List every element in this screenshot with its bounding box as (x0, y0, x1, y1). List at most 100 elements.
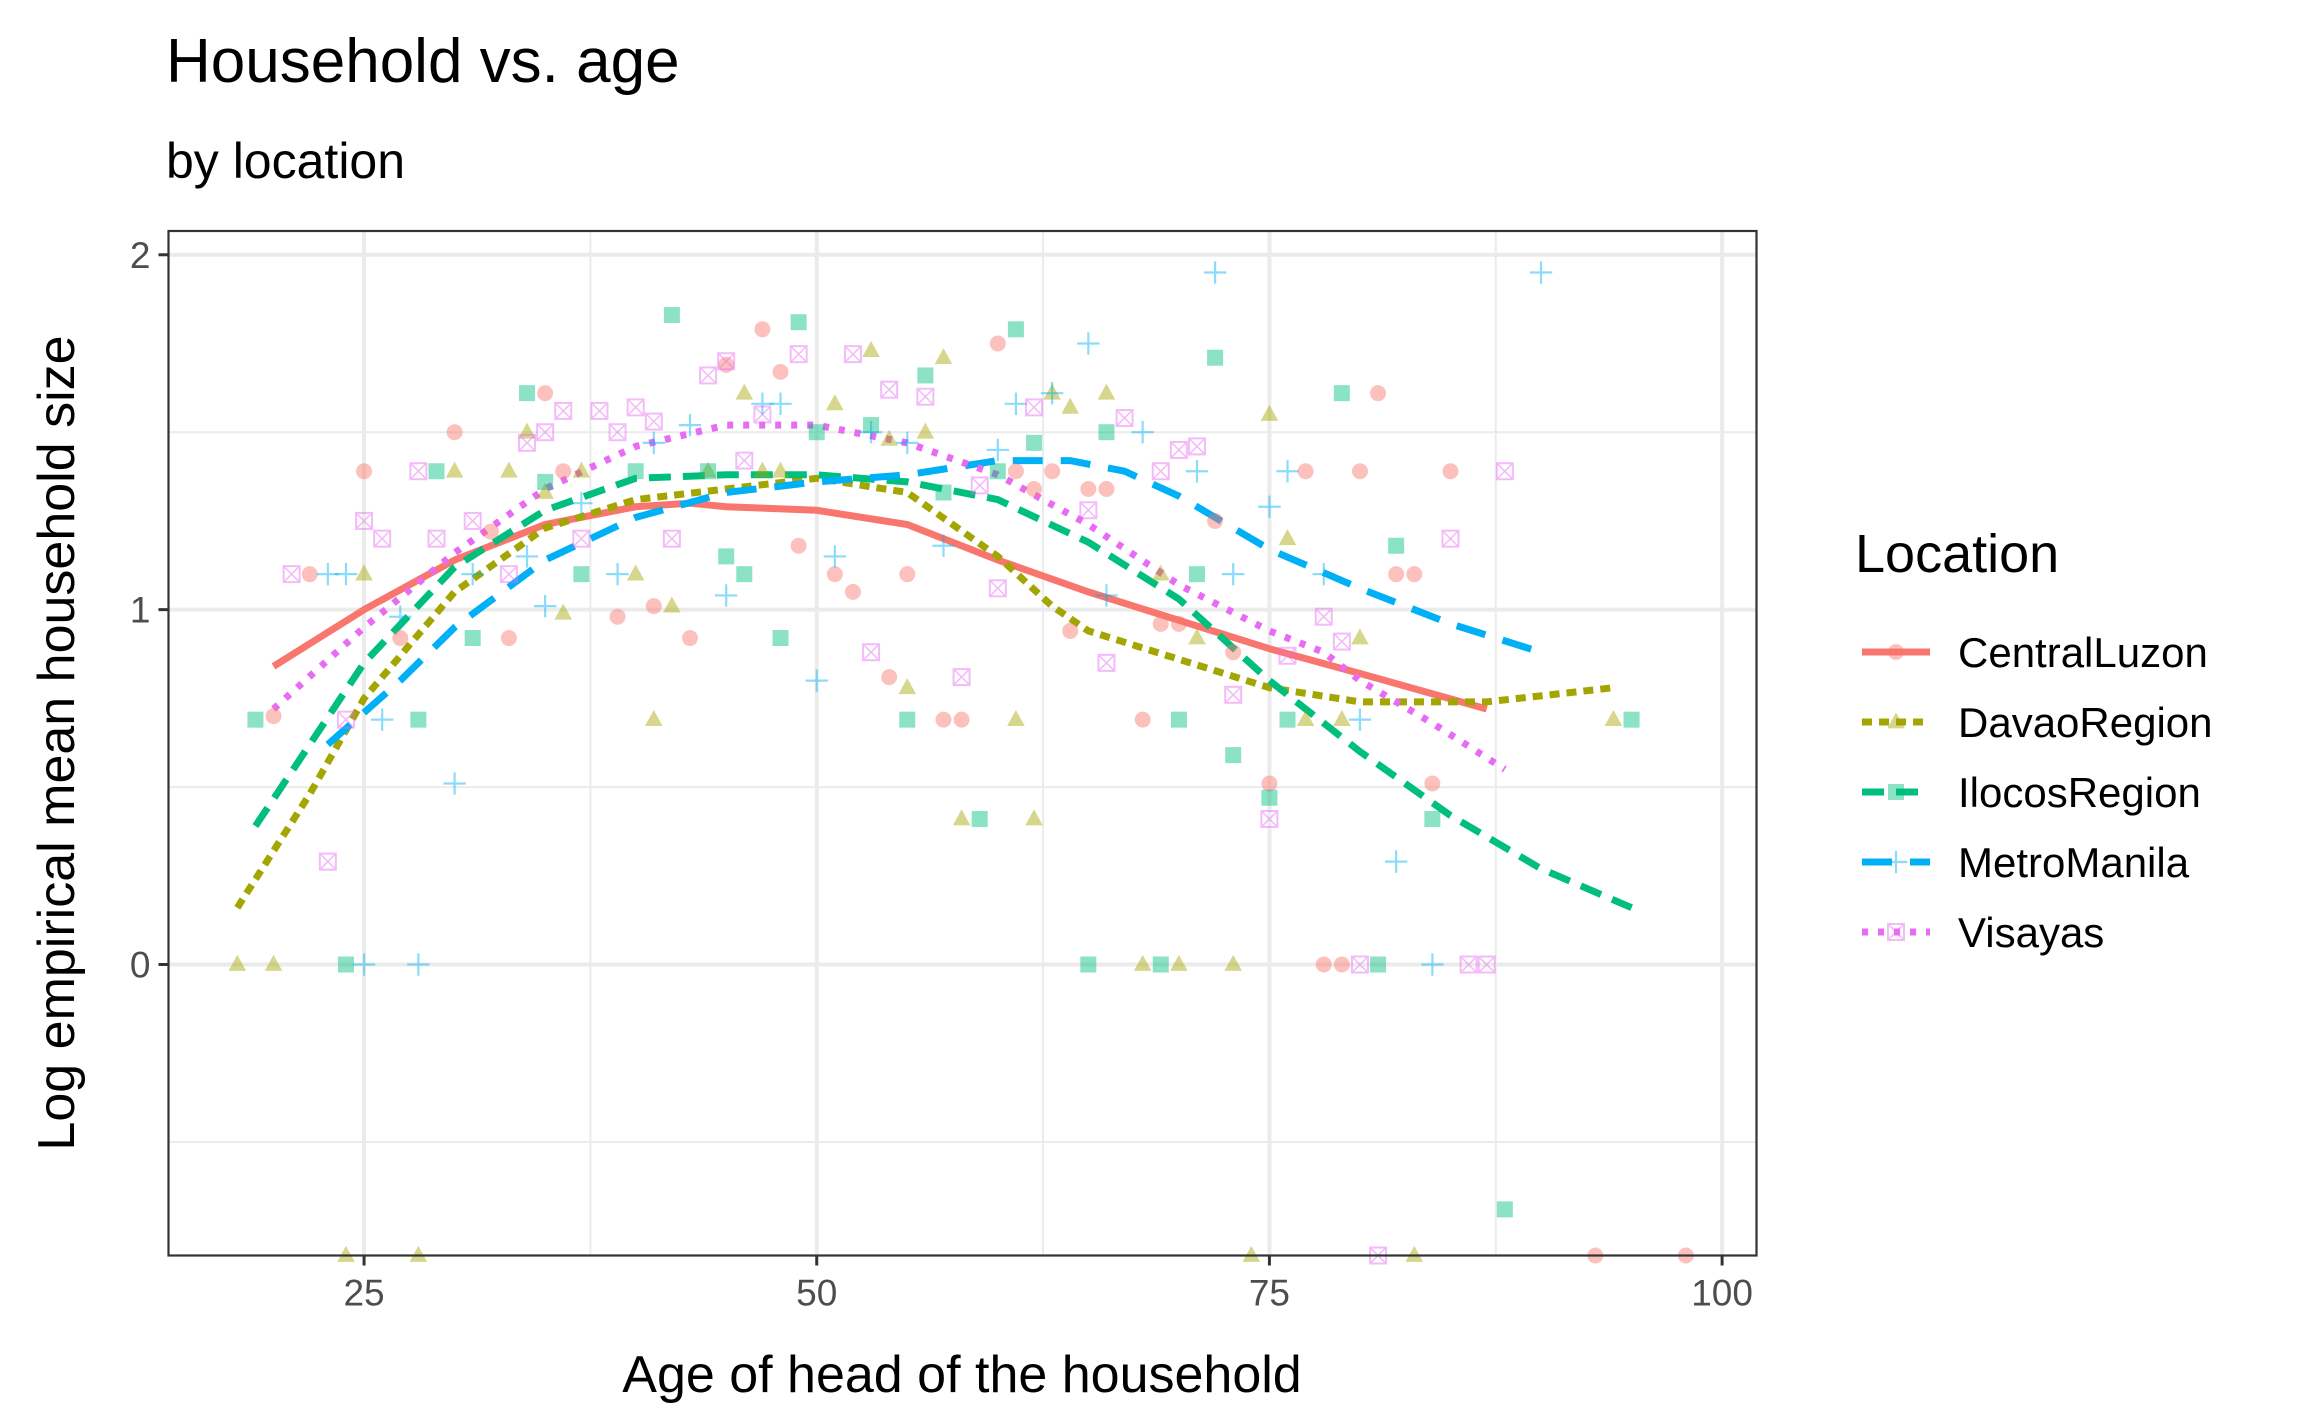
point-CentralLuzon (1134, 711, 1151, 728)
point-IlocosRegion (1098, 424, 1115, 441)
point-DavaoRegion (663, 596, 681, 613)
point-IlocosRegion (1623, 711, 1640, 728)
square-marker (1007, 321, 1024, 338)
square-marker (935, 484, 952, 501)
triangle-marker (518, 422, 536, 439)
box-marker (572, 529, 591, 548)
point-CentralLuzon (645, 598, 662, 615)
box-marker (373, 529, 392, 548)
circle-marker (1225, 644, 1242, 661)
x-marker (735, 452, 753, 470)
point-CentralLuzon (392, 630, 409, 647)
point-IlocosRegion (790, 314, 807, 331)
point-IlocosRegion (736, 566, 753, 583)
box-marker (1025, 398, 1044, 417)
x-marker (844, 345, 862, 363)
triangle-marker (409, 1245, 428, 1262)
x-marker (1224, 686, 1242, 704)
point-DavaoRegion (1170, 954, 1188, 971)
point-CentralLuzon (1207, 512, 1224, 529)
triangle-marker (554, 603, 573, 620)
point-IlocosRegion (935, 484, 952, 501)
y-tick-label: 0 (130, 945, 151, 986)
chart-title: Household vs. age (166, 27, 680, 96)
point-MetroManila (1258, 495, 1281, 518)
point-DavaoRegion (626, 564, 645, 581)
triangle-marker (753, 461, 772, 478)
point-MetroManila (678, 413, 702, 437)
x-marker (1115, 409, 1134, 427)
point-MetroManila (389, 605, 412, 628)
point-Visayas (1260, 810, 1279, 829)
point-Visayas (626, 398, 645, 417)
point-IlocosRegion (718, 548, 735, 565)
square-marker (971, 811, 988, 828)
square-marker (863, 417, 880, 434)
y-axis-title: Log empirical mean household size (28, 335, 86, 1150)
legend-label: IlocosRegion (1958, 769, 2201, 816)
point-Visayas (1314, 607, 1333, 626)
circle-marker (1424, 775, 1441, 792)
circle-marker (301, 566, 318, 583)
point-DavaoRegion (826, 394, 844, 411)
point-Visayas (862, 643, 881, 662)
point-Visayas (282, 565, 301, 584)
box-marker (1187, 437, 1206, 456)
circle-marker (1098, 480, 1115, 497)
square-marker (1188, 566, 1205, 583)
box-marker (1495, 462, 1514, 481)
point-IlocosRegion (1207, 349, 1224, 366)
point-DavaoRegion (699, 461, 717, 478)
point-IlocosRegion (1080, 956, 1097, 973)
point-DavaoRegion (898, 678, 917, 695)
point-IlocosRegion (700, 463, 717, 480)
box-marker (662, 529, 681, 548)
point-CentralLuzon (356, 463, 373, 480)
x-marker (862, 643, 880, 661)
point-MetroManila (805, 669, 828, 692)
axes: 25 50 75 100 0 1 2 (130, 235, 1753, 1314)
point-MetroManila (1185, 460, 1209, 483)
point-MetroManila (316, 562, 340, 586)
legend-key-marker (1884, 850, 1908, 874)
square-marker (1370, 956, 1387, 973)
point-MetroManila (642, 431, 665, 455)
point-DavaoRegion (355, 564, 373, 581)
x-marker (1496, 462, 1514, 480)
x-marker (409, 462, 427, 480)
square-marker (772, 630, 789, 647)
legend-key-marker (1888, 784, 1904, 800)
box-marker (409, 462, 428, 481)
box-marker (1332, 632, 1351, 651)
point-MetroManila (570, 491, 593, 515)
point-Visayas (644, 412, 663, 431)
x-marker (355, 512, 373, 530)
point-DavaoRegion (934, 348, 953, 365)
point-IlocosRegion (1496, 1201, 1513, 1218)
circle-marker (446, 424, 463, 441)
circle-marker (1370, 385, 1387, 402)
square-marker (1080, 956, 1097, 973)
x-marker (1441, 530, 1460, 548)
x-marker (1887, 923, 1905, 941)
triangle-marker (500, 461, 518, 478)
box-marker (626, 398, 645, 417)
box-marker (880, 380, 899, 399)
point-DavaoRegion (1278, 529, 1297, 546)
triangle-marker (228, 954, 247, 971)
circle-marker (1026, 480, 1043, 497)
circle-marker (356, 463, 373, 480)
point-Visayas (1224, 685, 1243, 704)
triangle-marker (1188, 628, 1206, 645)
circle-marker (953, 711, 970, 728)
square-marker (917, 367, 934, 384)
point-IlocosRegion (663, 307, 680, 324)
box-marker (789, 345, 808, 364)
point-CentralLuzon (772, 363, 789, 380)
circle-marker (899, 566, 916, 583)
point-MetroManila (606, 562, 629, 586)
triangle-marker (1296, 710, 1315, 727)
box-marker (717, 352, 736, 371)
square-marker (537, 473, 554, 490)
circle-marker (265, 708, 282, 725)
